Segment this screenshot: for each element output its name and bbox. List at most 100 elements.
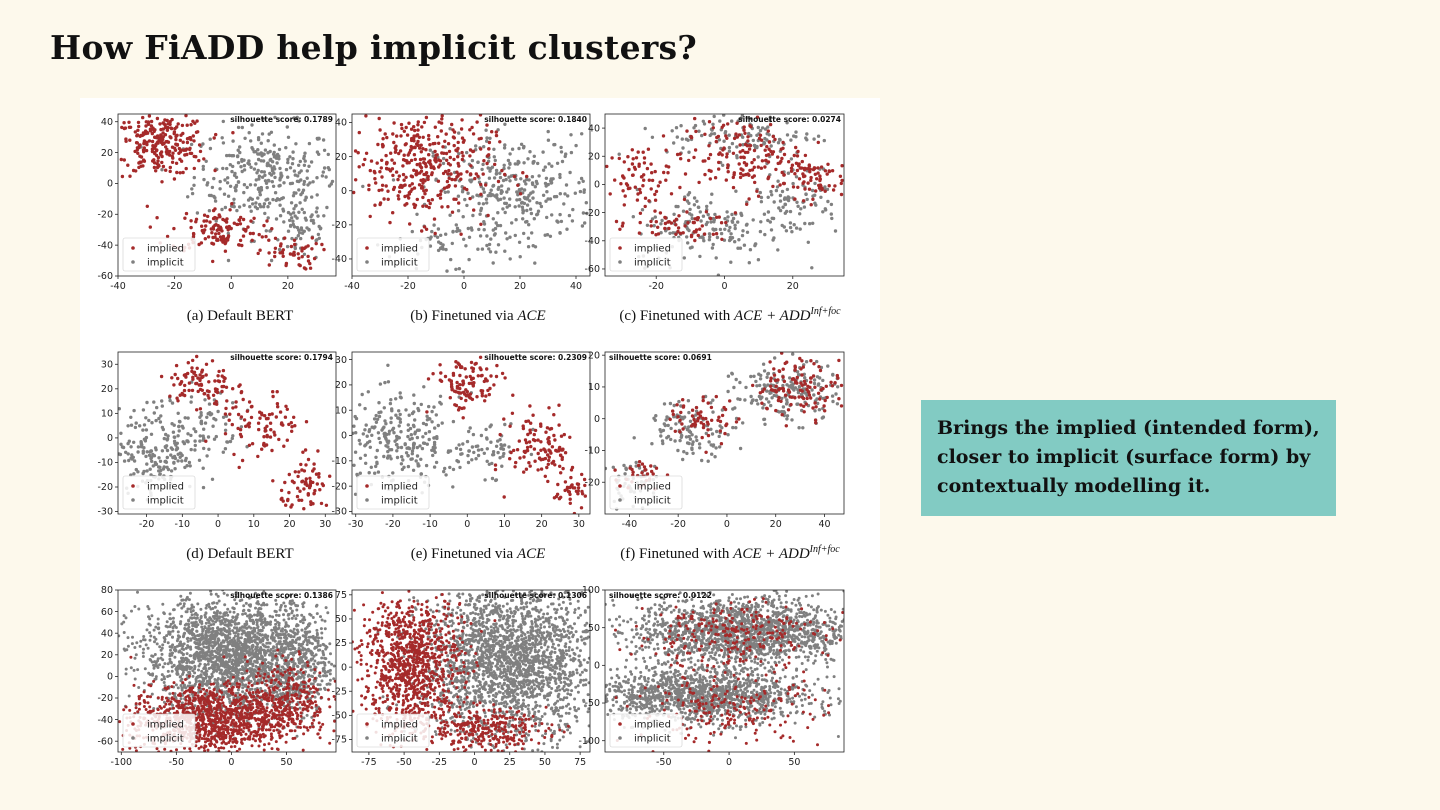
implicit-point — [309, 160, 314, 164]
implicit-point — [454, 223, 458, 227]
implicit-point — [291, 194, 296, 198]
implied-point — [189, 151, 194, 156]
implicit-point — [169, 661, 173, 665]
implied-point — [799, 367, 803, 371]
implicit-point — [181, 635, 185, 639]
implicit-point — [727, 149, 732, 153]
implicit-point — [145, 450, 149, 454]
implied-point — [767, 140, 772, 144]
implicit-point — [394, 413, 398, 417]
implied-point — [264, 234, 268, 239]
implicit-point — [720, 408, 725, 412]
implied-point — [182, 388, 187, 393]
implicit-point — [312, 221, 316, 225]
implicit-point — [271, 152, 276, 156]
implicit-point — [209, 590, 213, 593]
implicit-point — [144, 428, 149, 432]
implicit-point — [724, 223, 729, 227]
implied-point — [475, 120, 479, 124]
implied-point — [750, 160, 754, 165]
implied-point — [424, 115, 429, 120]
implicit-point — [731, 425, 735, 430]
implicit-point — [483, 478, 487, 482]
implied-point — [354, 178, 358, 182]
implied-point — [172, 226, 176, 231]
implicit-point — [259, 141, 263, 145]
implied-point — [192, 166, 196, 171]
implicit-point — [412, 393, 416, 397]
implicit-point — [692, 126, 696, 130]
implied-point — [139, 155, 144, 159]
implicit-point — [150, 459, 154, 463]
implicit-point — [193, 448, 197, 452]
implicit-point — [315, 238, 319, 242]
implicit-point — [147, 418, 151, 423]
implicit-point — [489, 188, 493, 192]
implicit-point — [650, 135, 655, 139]
implicit-point — [738, 246, 743, 250]
implied-point — [644, 468, 648, 472]
implicit-point — [711, 122, 715, 126]
implicit-point — [323, 627, 327, 631]
implicit-point — [580, 224, 585, 228]
implicit-point — [491, 452, 496, 457]
implicit-point — [766, 195, 770, 199]
implied-point — [179, 380, 184, 384]
implied-point — [459, 396, 463, 401]
implied-point — [385, 135, 389, 140]
implied-point — [780, 352, 784, 355]
implied-point — [217, 213, 221, 217]
implicit-point — [718, 119, 722, 123]
implicit-point — [519, 142, 524, 146]
y-tick-label: 10 — [588, 382, 600, 393]
implied-point — [546, 437, 550, 441]
implicit-point — [205, 454, 209, 458]
implied-point — [153, 128, 157, 132]
implied-point — [184, 166, 188, 171]
implicit-point — [186, 607, 190, 611]
implicit-point — [236, 148, 240, 152]
implied-point — [122, 121, 126, 125]
implicit-point — [513, 162, 517, 166]
implicit-point — [700, 235, 704, 239]
implicit-point — [200, 625, 204, 629]
implicit-point — [525, 203, 530, 207]
implicit-point — [192, 175, 196, 180]
implicit-point — [290, 236, 294, 241]
implied-point — [173, 126, 177, 131]
implicit-point — [768, 115, 772, 119]
legend-marker-implicit — [365, 498, 369, 502]
implied-point — [273, 246, 278, 250]
implied-point — [289, 421, 293, 425]
implied-point — [437, 158, 441, 162]
implicit-point — [275, 645, 279, 649]
implied-point — [676, 229, 680, 234]
implicit-point — [321, 138, 326, 142]
implicit-point — [275, 690, 279, 694]
implied-point — [811, 197, 815, 201]
legend-box — [356, 237, 430, 272]
implied-point — [415, 162, 419, 167]
implicit-point — [383, 419, 387, 423]
implied-point — [583, 494, 587, 498]
implicit-point — [715, 235, 720, 240]
implied-point — [795, 375, 799, 380]
implicit-point — [681, 146, 685, 150]
implicit-point — [158, 472, 162, 477]
implicit-point — [482, 222, 487, 226]
implied-point — [168, 135, 172, 139]
implied-point — [207, 396, 211, 400]
implied-point — [311, 469, 315, 473]
implicit-point — [226, 194, 231, 198]
implicit-point — [209, 592, 213, 596]
y-tick-label: 0 — [341, 431, 347, 442]
implied-point — [409, 148, 413, 152]
implicit-point — [759, 373, 763, 378]
implicit-point — [298, 201, 302, 205]
implied-point — [803, 187, 807, 191]
implied-point — [234, 400, 238, 404]
implied-point — [545, 465, 549, 470]
implicit-point — [145, 400, 149, 405]
implicit-point — [224, 422, 228, 426]
implied-point — [252, 216, 256, 220]
